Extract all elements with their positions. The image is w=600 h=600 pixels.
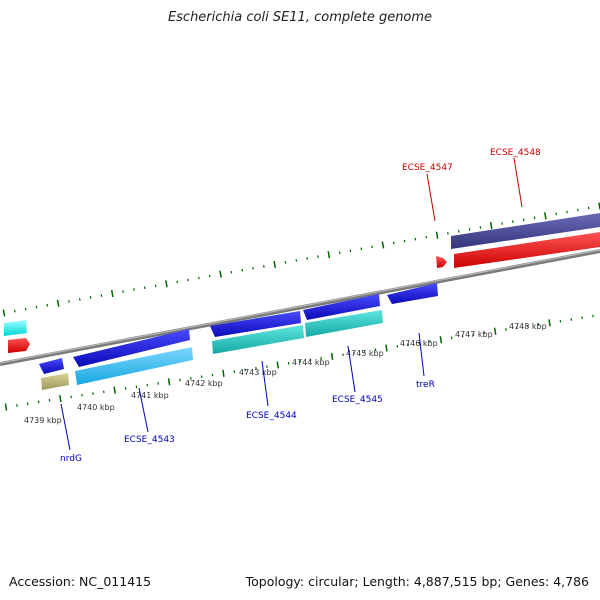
gene-label-ECSE_4547[interactable]: ECSE_4547 <box>402 163 453 173</box>
gene-cyan-edge[interactable] <box>4 320 27 336</box>
minor-tick <box>468 228 471 231</box>
gene-ECSE_4544-arrow[interactable] <box>210 311 301 337</box>
scale-label: 4746 kbp <box>400 339 438 348</box>
scale-label: 4747 kbp <box>455 330 493 339</box>
major-tick <box>276 361 280 369</box>
scale-labels: 4739 kbp 4740 kbp 4741 kbp 4742 kbp 4743… <box>24 322 547 425</box>
gene-label-ECSE_4548[interactable]: ECSE_4548 <box>490 148 541 158</box>
major-tick <box>381 241 385 249</box>
major-tick <box>330 352 334 361</box>
gene-ECSE_4543-cds[interactable] <box>75 347 193 385</box>
scale-label: 4740 kbp <box>77 403 115 412</box>
minor-tick <box>425 235 428 239</box>
gene-purple-feature[interactable] <box>451 213 600 249</box>
gene-label-ECSE_4545[interactable]: ECSE_4545 <box>332 395 383 405</box>
major-tick <box>59 394 62 403</box>
scale-label: 4744 kbp <box>292 358 330 367</box>
major-tick <box>222 369 225 377</box>
gene-treR-arrow[interactable] <box>387 283 438 304</box>
genome-backbone <box>0 249 600 366</box>
genome-backbone-highlight <box>0 249 600 364</box>
minor-tick <box>501 222 503 225</box>
major-tick <box>56 299 60 307</box>
major-tick <box>4 403 8 411</box>
minor-tick <box>187 278 189 282</box>
gene-label-nrdG[interactable]: nrdG <box>60 454 82 464</box>
forward-genes <box>8 213 600 353</box>
gene-ECSE_4543-arrow[interactable] <box>73 329 190 367</box>
major-tick <box>2 309 6 317</box>
minor-tick <box>143 286 146 290</box>
major-tick <box>439 336 443 344</box>
leader-nrdG <box>60 403 71 451</box>
minor-tick <box>306 257 308 260</box>
minor-tick <box>100 294 103 297</box>
major-tick <box>489 221 493 230</box>
leader-ECSE_4543 <box>138 387 149 433</box>
reverse-genes <box>4 283 438 390</box>
gene-ECSE_4545-cds[interactable] <box>305 310 383 337</box>
label-leaders <box>60 157 523 451</box>
gene-ECSE_4544-cds[interactable] <box>212 325 304 354</box>
accession-text: Accession: NC_011415 <box>9 574 152 589</box>
gene-nrdG-rna[interactable] <box>41 373 69 390</box>
map-title: Escherichia coli SE11, complete genome <box>167 10 433 25</box>
major-tick <box>493 327 497 335</box>
minor-tick <box>512 220 514 224</box>
minor-tick <box>263 264 265 268</box>
major-tick <box>435 231 439 239</box>
gene-label-ECSE_4544[interactable]: ECSE_4544 <box>246 411 297 421</box>
gene-nrdG-arrow[interactable] <box>39 358 64 374</box>
major-tick <box>543 212 547 220</box>
scale-label: 4742 kbp <box>185 379 223 388</box>
scale-label: 4748 kbp <box>509 322 547 331</box>
leader-ECSE_4544 <box>261 360 269 407</box>
major-tick <box>273 260 277 269</box>
minor-tick <box>24 307 27 311</box>
leader-ECSE_4545 <box>347 345 356 393</box>
leader-ECSE_4547 <box>426 173 436 222</box>
inner-tick-ring <box>4 314 594 411</box>
leader-ECSE_4548 <box>513 157 523 208</box>
gene-forward-edge-red[interactable] <box>8 338 30 353</box>
scale-label: 4745 kbp <box>346 349 384 358</box>
scale-label: 4739 kbp <box>24 416 62 425</box>
gene-ECSE_4548-arrow[interactable] <box>454 232 600 268</box>
scale-label: 4741 kbp <box>131 391 169 400</box>
outer-tick-ring <box>2 202 600 317</box>
scale-label: 4743 kbp <box>239 368 277 377</box>
gene-ECSE_4545-arrow[interactable] <box>303 294 380 320</box>
minor-tick <box>457 229 460 233</box>
major-tick <box>113 386 116 394</box>
major-tick <box>327 251 331 259</box>
major-tick <box>219 270 222 278</box>
minor-tick <box>392 241 395 245</box>
minor-tick <box>230 270 233 274</box>
minor-tick <box>68 299 70 303</box>
major-tick <box>110 289 114 298</box>
leader-treR <box>418 332 425 377</box>
minor-tick <box>338 251 341 255</box>
gene-ECSE_4547-arrow[interactable] <box>436 256 447 268</box>
minor-tick <box>587 206 590 210</box>
genome-stats-text: Topology: circular; Length: 4,887,515 bp… <box>245 574 589 589</box>
major-tick <box>385 344 388 352</box>
major-tick <box>167 378 171 386</box>
gene-label-treR[interactable]: treR <box>416 380 435 390</box>
minor-tick <box>349 249 352 253</box>
minor-tick <box>176 280 179 284</box>
gene-label-ECSE_4543[interactable]: ECSE_4543 <box>124 435 175 445</box>
major-tick <box>548 319 551 327</box>
gene-labels: nrdG ECSE_4543 ECSE_4544 ECSE_4545 treR … <box>60 148 541 464</box>
major-tick <box>165 280 168 288</box>
